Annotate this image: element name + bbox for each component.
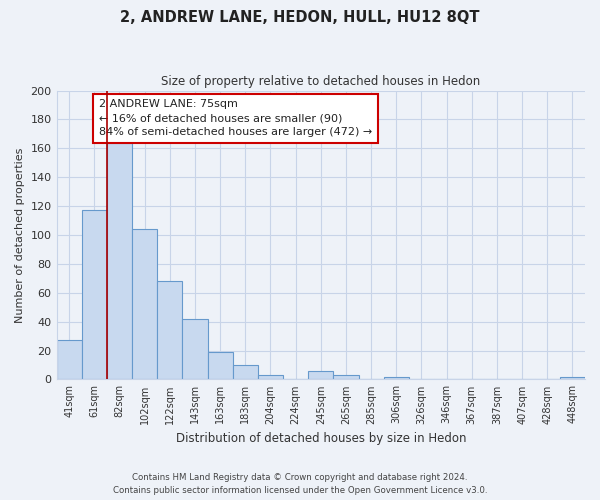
Text: Contains HM Land Registry data © Crown copyright and database right 2024.
Contai: Contains HM Land Registry data © Crown c…	[113, 473, 487, 495]
Bar	[82, 210, 107, 380]
Bar	[258, 375, 283, 380]
Bar	[107, 142, 132, 380]
Bar	[56, 340, 82, 380]
Bar	[334, 375, 359, 380]
Text: 2 ANDREW LANE: 75sqm
← 16% of detached houses are smaller (90)
84% of semi-detac: 2 ANDREW LANE: 75sqm ← 16% of detached h…	[99, 99, 372, 137]
Bar	[233, 365, 258, 380]
Bar	[157, 281, 182, 380]
Bar	[308, 371, 334, 380]
Bar	[383, 376, 409, 380]
Bar	[208, 352, 233, 380]
Bar	[182, 319, 208, 380]
X-axis label: Distribution of detached houses by size in Hedon: Distribution of detached houses by size …	[176, 432, 466, 445]
Text: 2, ANDREW LANE, HEDON, HULL, HU12 8QT: 2, ANDREW LANE, HEDON, HULL, HU12 8QT	[120, 10, 480, 25]
Bar	[560, 376, 585, 380]
Title: Size of property relative to detached houses in Hedon: Size of property relative to detached ho…	[161, 75, 481, 88]
Bar	[132, 229, 157, 380]
Y-axis label: Number of detached properties: Number of detached properties	[15, 148, 25, 322]
